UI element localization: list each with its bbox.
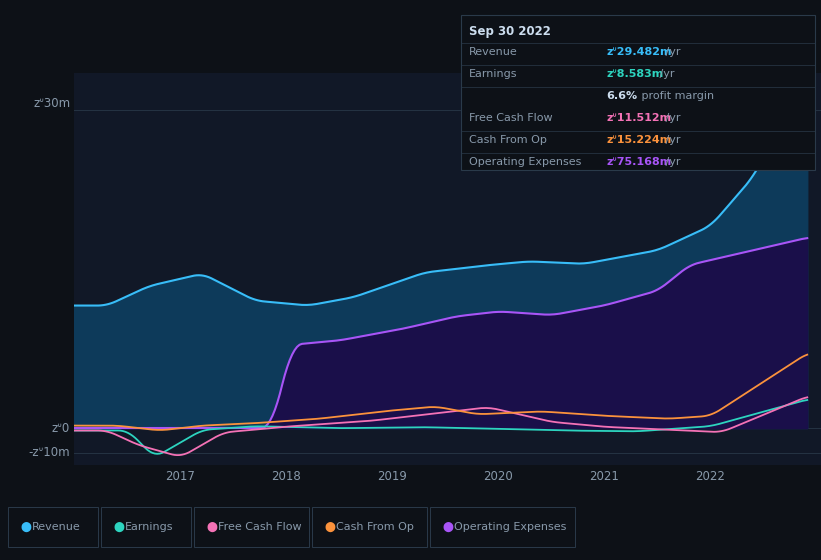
- Text: Cash From Op: Cash From Op: [336, 522, 414, 532]
- Text: /yr: /yr: [662, 157, 681, 167]
- Text: zᐡ75.168m: zᐡ75.168m: [606, 157, 672, 167]
- Text: 6.6%: 6.6%: [606, 91, 637, 101]
- Text: Revenue: Revenue: [32, 522, 80, 532]
- Text: Earnings: Earnings: [125, 522, 173, 532]
- Text: /yr: /yr: [662, 47, 681, 57]
- Text: Cash From Op: Cash From Op: [469, 135, 547, 145]
- Text: -zᐡ10m: -zᐡ10m: [29, 446, 70, 459]
- Text: ⬤: ⬤: [324, 522, 335, 532]
- Text: zᐡ8.583m: zᐡ8.583m: [606, 69, 663, 79]
- Text: Free Cash Flow: Free Cash Flow: [469, 113, 553, 123]
- Text: Sep 30 2022: Sep 30 2022: [469, 25, 551, 38]
- Text: /yr: /yr: [662, 135, 681, 145]
- Text: ⬤: ⬤: [442, 522, 453, 532]
- Text: zᐡ0: zᐡ0: [52, 422, 70, 435]
- Text: ⬤: ⬤: [113, 522, 124, 532]
- Text: Earnings: Earnings: [469, 69, 517, 79]
- Text: profit margin: profit margin: [638, 91, 714, 101]
- Text: ⬤: ⬤: [20, 522, 31, 532]
- Text: ⬤: ⬤: [206, 522, 217, 532]
- Text: Free Cash Flow: Free Cash Flow: [218, 522, 301, 532]
- Text: /yr: /yr: [656, 69, 674, 79]
- Text: Operating Expenses: Operating Expenses: [454, 522, 566, 532]
- Text: zᐡ30m: zᐡ30m: [33, 96, 70, 110]
- Text: zᐡ11.512m: zᐡ11.512m: [606, 113, 671, 123]
- Text: zᐡ29.482m: zᐡ29.482m: [606, 47, 672, 57]
- Text: Operating Expenses: Operating Expenses: [469, 157, 581, 167]
- Text: Revenue: Revenue: [469, 47, 518, 57]
- Text: /yr: /yr: [662, 113, 681, 123]
- Text: zᐡ15.224m: zᐡ15.224m: [606, 135, 672, 145]
